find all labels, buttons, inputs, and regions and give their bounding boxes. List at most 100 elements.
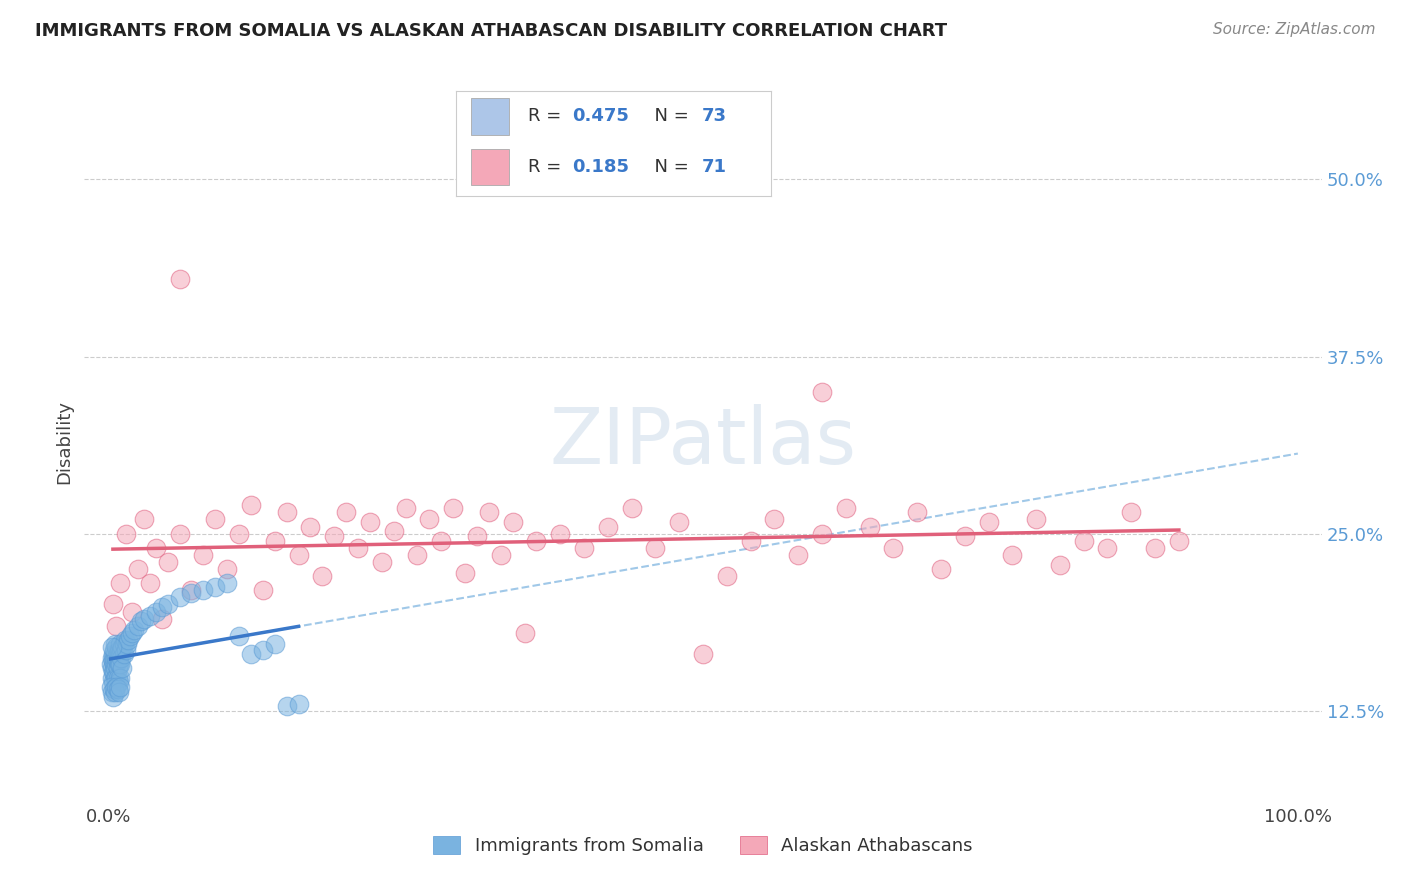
Point <box>105 671 128 685</box>
Point <box>1097 541 1119 555</box>
Point <box>105 657 128 671</box>
Text: ZIPatlas: ZIPatlas <box>550 403 856 480</box>
Point <box>252 583 274 598</box>
Point <box>276 505 298 519</box>
Point <box>110 642 132 657</box>
Point <box>239 498 262 512</box>
Point <box>287 548 309 562</box>
Point <box>953 529 976 543</box>
Point <box>228 526 250 541</box>
Point <box>105 680 128 694</box>
Point <box>620 501 643 516</box>
Point <box>465 529 488 543</box>
Point <box>835 501 858 516</box>
Point <box>905 505 928 519</box>
Point <box>111 661 134 675</box>
Point <box>121 625 143 640</box>
Point <box>858 519 880 533</box>
Point <box>217 576 239 591</box>
Point <box>108 675 131 690</box>
Point <box>1167 533 1189 548</box>
Point <box>108 657 131 671</box>
Point <box>107 647 129 661</box>
Point <box>132 512 155 526</box>
Point <box>1121 505 1143 519</box>
Point <box>107 661 129 675</box>
Point <box>276 699 298 714</box>
Point <box>101 654 124 668</box>
Point <box>139 576 162 591</box>
Point <box>108 642 131 657</box>
Point <box>127 618 149 632</box>
Point <box>787 548 810 562</box>
Point <box>114 632 136 647</box>
Legend: Immigrants from Somalia, Alaskan Athabascans: Immigrants from Somalia, Alaskan Athabas… <box>426 829 980 863</box>
Point <box>104 647 127 661</box>
Point <box>169 591 191 605</box>
Point <box>454 566 477 581</box>
Point <box>115 637 138 651</box>
Point <box>526 533 548 548</box>
Point <box>103 651 125 665</box>
Point <box>217 562 239 576</box>
Point <box>668 516 690 530</box>
Point <box>228 629 250 643</box>
Point <box>596 519 619 533</box>
Point <box>335 505 357 519</box>
Point <box>204 581 226 595</box>
Point <box>145 605 167 619</box>
Point <box>115 526 138 541</box>
Y-axis label: Disability: Disability <box>55 400 73 483</box>
Point <box>394 501 416 516</box>
Point <box>108 647 131 661</box>
Point <box>441 501 464 516</box>
Point <box>811 526 834 541</box>
Point <box>572 541 595 555</box>
Point <box>104 671 127 685</box>
Point <box>108 637 131 651</box>
Point <box>180 583 202 598</box>
Point <box>101 647 124 661</box>
Point <box>239 647 262 661</box>
Point <box>882 541 904 555</box>
Point <box>107 654 129 668</box>
Point <box>502 516 524 530</box>
Point <box>107 682 129 697</box>
Point <box>180 586 202 600</box>
Point <box>478 505 501 519</box>
Point <box>100 640 122 654</box>
Point <box>406 548 429 562</box>
Text: IMMIGRANTS FROM SOMALIA VS ALASKAN ATHABASCAN DISABILITY CORRELATION CHART: IMMIGRANTS FROM SOMALIA VS ALASKAN ATHAB… <box>35 22 948 40</box>
Point <box>101 690 124 704</box>
Point <box>347 541 370 555</box>
Point <box>263 637 285 651</box>
Point <box>105 651 128 665</box>
Point <box>156 555 179 569</box>
Point <box>382 524 405 538</box>
Point <box>139 608 162 623</box>
Point <box>169 271 191 285</box>
Point <box>131 615 153 629</box>
Point <box>132 612 155 626</box>
Point <box>101 665 124 680</box>
Point <box>107 671 129 685</box>
Point <box>169 526 191 541</box>
Point <box>117 632 139 647</box>
Point <box>252 642 274 657</box>
Point <box>103 682 125 697</box>
Point <box>763 512 786 526</box>
Point <box>127 562 149 576</box>
Point <box>692 647 714 661</box>
Point <box>100 657 122 671</box>
Point <box>108 685 131 699</box>
Point <box>1001 548 1024 562</box>
Point <box>104 685 127 699</box>
Point <box>371 555 394 569</box>
Point <box>101 675 124 690</box>
Point <box>108 576 131 591</box>
Point <box>103 657 125 671</box>
Point <box>548 526 571 541</box>
Point <box>299 519 322 533</box>
Point <box>112 647 135 661</box>
Point <box>311 569 333 583</box>
